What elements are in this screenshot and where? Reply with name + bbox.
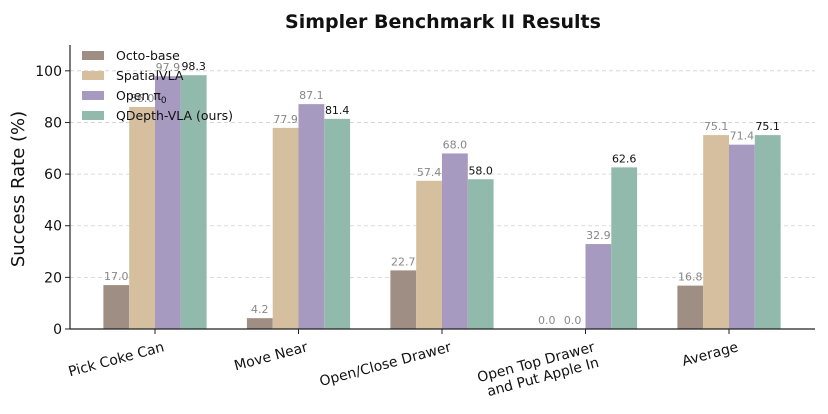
x-tick-label: Open Top Drawerand Put Apple In	[476, 339, 601, 401]
bar-value-label: 86.0	[130, 92, 155, 105]
x-tick-label: Pick Coke Can	[67, 339, 166, 380]
bar-value-label: 77.9	[273, 113, 298, 126]
x-tick-label: Open/Close Drawer	[318, 339, 453, 390]
bar	[103, 285, 130, 329]
bar-value-label: 87.1	[299, 89, 324, 102]
x-tick-label: Move Near	[233, 339, 310, 374]
legend-entry: Octo-base	[116, 48, 180, 63]
bar	[703, 135, 729, 329]
bar-value-label: 17.0	[104, 270, 129, 283]
chart-title: Simpler Benchmark II Results	[285, 11, 601, 33]
bar-value-label: 0.0	[564, 314, 582, 327]
bar-value-label: 62.6	[612, 152, 637, 165]
legend-swatch	[82, 111, 104, 120]
bar	[180, 75, 207, 329]
bar-value-label: 16.8	[678, 271, 703, 284]
legend-entry: SpatialVLA	[116, 68, 184, 83]
bar	[754, 135, 781, 329]
bar	[467, 179, 494, 329]
bar-value-label: 57.4	[417, 166, 442, 179]
bar	[155, 76, 181, 330]
bar-value-label: 22.7	[391, 255, 416, 268]
legend-swatch	[82, 71, 104, 80]
y-tick-label: 0	[53, 322, 62, 338]
bars	[103, 75, 781, 330]
y-tick-label: 40	[44, 219, 62, 235]
bar	[272, 127, 299, 329]
bar-value-label: 58.0	[468, 164, 493, 177]
bar	[611, 167, 638, 329]
y-tick-label: 80	[44, 115, 62, 131]
bar	[390, 270, 417, 329]
bar-value-label: 71.4	[730, 130, 755, 143]
bar-value-label: 97.9	[156, 61, 181, 74]
x-tick-label: Average	[680, 339, 740, 369]
y-tick-label: 60	[44, 167, 62, 183]
bar	[129, 106, 155, 329]
bar	[677, 285, 704, 329]
bar-value-label: 0.0	[538, 314, 556, 327]
bar-value-label: 75.1	[755, 120, 780, 133]
bar	[729, 144, 755, 329]
y-axis-label: Success Rate (%)	[8, 111, 29, 267]
bar	[246, 318, 273, 329]
bar	[416, 180, 442, 329]
bar	[298, 104, 325, 330]
value-labels: 17.0 86.0 97.9 98.3 4.2 77.987.181.4 22.7 57.4 6…	[104, 60, 780, 327]
legend: Octo-base SpatialVLA Open π0 QDepth-VLA (ou…	[82, 48, 233, 123]
legend-entry: QDepth-VLA (ours)	[116, 108, 233, 123]
bar-value-label: 98.3	[181, 60, 206, 73]
bar-value-label: 68.0	[443, 138, 468, 151]
bar	[585, 244, 612, 329]
y-tick-label: 20	[44, 270, 62, 286]
legend-entry: Open π0	[116, 88, 167, 106]
bar-value-label: 75.1	[704, 120, 729, 133]
bar-value-label: 81.4	[325, 104, 350, 117]
bar-value-label: 4.2	[251, 303, 269, 316]
legend-swatch	[82, 51, 104, 60]
bar	[324, 118, 351, 329]
bar	[442, 153, 468, 329]
y-tick-label: 100	[35, 64, 62, 80]
legend-swatch	[82, 91, 104, 100]
bar-value-label: 32.9	[586, 229, 611, 242]
